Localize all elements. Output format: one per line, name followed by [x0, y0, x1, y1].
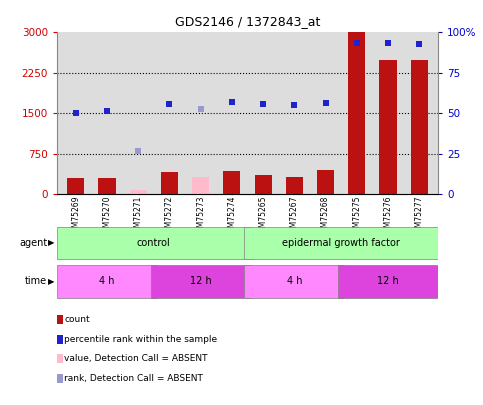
Bar — [161, 172, 178, 194]
Text: count: count — [64, 315, 90, 324]
Bar — [244, 265, 344, 298]
Bar — [192, 177, 209, 194]
Bar — [67, 178, 85, 194]
Bar — [411, 60, 428, 194]
Bar — [338, 265, 438, 298]
Text: time: time — [25, 277, 47, 286]
Bar — [348, 32, 366, 194]
Bar — [57, 265, 157, 298]
Bar — [255, 175, 272, 194]
Text: ▶: ▶ — [48, 239, 55, 247]
Text: control: control — [137, 238, 170, 248]
Text: percentile rank within the sample: percentile rank within the sample — [64, 335, 217, 344]
Text: 12 h: 12 h — [190, 277, 212, 286]
Bar — [151, 265, 251, 298]
Bar — [317, 170, 334, 194]
Text: ▶: ▶ — [48, 277, 55, 286]
Text: epidermal growth factor: epidermal growth factor — [282, 238, 400, 248]
Text: rank, Detection Call = ABSENT: rank, Detection Call = ABSENT — [64, 374, 203, 383]
Bar — [99, 178, 115, 194]
Bar — [244, 227, 438, 260]
Text: agent: agent — [19, 238, 47, 248]
Text: 12 h: 12 h — [377, 277, 399, 286]
Bar — [223, 171, 241, 194]
Bar — [129, 190, 147, 194]
Bar — [57, 227, 251, 260]
Bar — [380, 60, 397, 194]
Bar — [286, 177, 303, 194]
Title: GDS2146 / 1372843_at: GDS2146 / 1372843_at — [175, 15, 320, 28]
Text: 4 h: 4 h — [99, 277, 115, 286]
Text: 4 h: 4 h — [286, 277, 302, 286]
Text: value, Detection Call = ABSENT: value, Detection Call = ABSENT — [64, 354, 208, 363]
